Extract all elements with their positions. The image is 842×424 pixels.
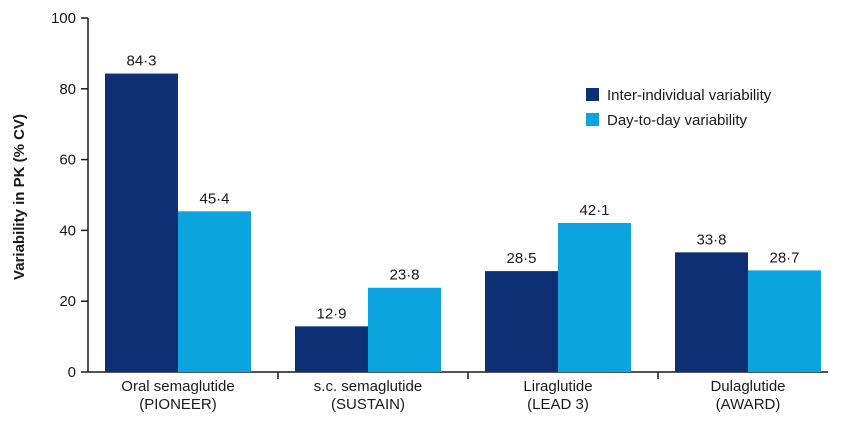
y-tick-label: 80 [59,81,76,98]
y-tick-label: 100 [51,10,76,27]
x-category-label: Oral semaglutide [121,378,234,395]
x-category-label: (SUSTAIN) [331,396,405,413]
bar-day-to-day [368,287,441,372]
bar-value-label: 45·4 [199,190,229,207]
bar-value-label: 12·9 [316,305,346,322]
x-category-label: (PIONEER) [139,396,217,413]
bar-day-to-day [558,222,631,372]
bar-value-label: 33·8 [696,231,726,248]
bar-day-to-day [748,270,821,372]
bar-inter-individual [105,73,178,372]
legend-label: Day-to-day variability [607,112,748,129]
x-category-label: Liraglutide [523,378,592,395]
x-category-label: (LEAD 3) [527,396,589,413]
y-axis-title: Variability in PK (% CV) [11,114,28,280]
bar-value-label: 42·1 [579,202,609,219]
y-tick-label: 0 [68,364,76,381]
legend-label: Inter-individual variability [607,87,772,104]
y-tick-label: 20 [59,293,76,310]
bar-value-label: 28·5 [506,250,536,267]
x-category-label: Dulaglutide [710,378,785,395]
bar-value-label: 84·3 [126,53,156,70]
bar-inter-individual [675,252,748,372]
x-category-label: (AWARD) [716,396,781,413]
bar-value-label: 23·8 [389,267,419,284]
legend-swatch [586,113,599,126]
x-category-label: s.c. semaglutide [314,378,422,395]
bar-day-to-day [178,211,251,372]
bar-inter-individual [295,326,368,372]
bar-inter-individual [485,271,558,372]
legend-swatch [586,88,599,101]
bar-value-label: 28·7 [769,249,799,266]
y-tick-label: 40 [59,222,76,239]
y-tick-label: 60 [59,152,76,169]
